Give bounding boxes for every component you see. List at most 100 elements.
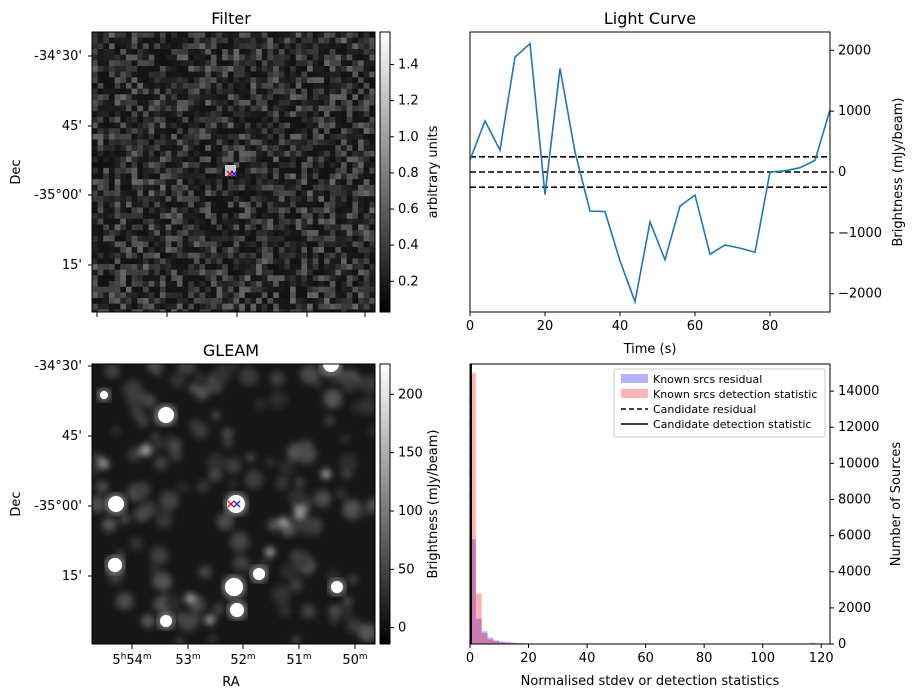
gleam-dec-tick-label: -34°30' bbox=[34, 359, 82, 374]
colorbar-tick-label: 0 bbox=[398, 621, 406, 636]
histogram-x-tick-label: 80 bbox=[696, 651, 713, 666]
gleam-bright-source bbox=[108, 496, 124, 512]
gleam-faint-source bbox=[265, 547, 275, 557]
histogram-y-tick-label: 6000 bbox=[838, 529, 871, 544]
lightcurve-y-tick-label: 1000 bbox=[838, 104, 871, 119]
legend-label: Known srcs residual bbox=[653, 373, 762, 386]
gleam-ra-ticks: 5h54m 53m 52m 51m 50m bbox=[112, 644, 368, 668]
blue-cross-marker bbox=[230, 170, 238, 178]
gleam-colorbar-label: Brightness (mJy/beam) bbox=[426, 430, 441, 579]
histogram-x-tick-label: 20 bbox=[520, 651, 537, 666]
gleam-dec-tick-label: -35°00' bbox=[34, 499, 82, 514]
gleam-bright-source bbox=[227, 495, 245, 513]
histogram-bar bbox=[510, 642, 517, 644]
gleam-colorbar: 0 50 100 150 200 Brightness (mJy/beam) bbox=[379, 363, 441, 645]
histogram-bar bbox=[475, 618, 482, 644]
gleam-faint-source bbox=[294, 506, 306, 518]
gleam-dec-ticks: -34°30' 45' -35°00' 15' bbox=[34, 359, 92, 584]
gleam-bright-source bbox=[230, 603, 244, 617]
legend-swatch-residual bbox=[621, 374, 648, 383]
filter-source-peak bbox=[225, 165, 236, 176]
gleam-faint-source bbox=[185, 593, 195, 603]
filter-frame bbox=[91, 31, 376, 313]
filter-dec-tick-label: -34°30' bbox=[34, 49, 82, 64]
histogram-bar bbox=[487, 637, 494, 644]
gleam-faint-source bbox=[205, 615, 215, 625]
gleam-colorbar-gradient bbox=[380, 364, 390, 644]
ra-tick-label: 51m bbox=[286, 652, 311, 668]
lightcurve-x-tick-label: 80 bbox=[762, 319, 779, 334]
histogram-x-tick-label: 0 bbox=[466, 651, 474, 666]
legend-label: Candidate residual bbox=[653, 403, 756, 416]
colorbar-tick-label: 100 bbox=[398, 504, 423, 519]
histogram-y-tick-label: 0 bbox=[838, 637, 846, 652]
gleam-bright-source bbox=[158, 407, 174, 423]
gleam-frame bbox=[91, 363, 376, 645]
gleam-markers bbox=[227, 500, 241, 508]
colorbar-tick-label: 1.2 bbox=[398, 94, 419, 109]
filter-dec-tick-label: 15' bbox=[62, 258, 82, 273]
histogram-x-tick-label: 40 bbox=[579, 651, 596, 666]
filter-dec-tick-label: -35°00' bbox=[34, 188, 82, 203]
gleam-xlabel: RA bbox=[222, 675, 240, 690]
ra-tick-label: 5h54m bbox=[112, 652, 151, 668]
gleam-panel: GLEAM -34°30' 45' -35°00' 15' bbox=[9, 341, 441, 690]
legend-swatch-detection bbox=[621, 389, 648, 398]
histogram-bar bbox=[510, 642, 517, 644]
gleam-faint-source bbox=[99, 459, 109, 469]
histogram-bar bbox=[809, 642, 816, 644]
gleam-bright-source bbox=[100, 391, 108, 399]
filter-panel: Filter -34°30' 45' -35°00' 1 bbox=[9, 9, 441, 317]
lightcurve-x-tick-label: 20 bbox=[537, 319, 554, 334]
histogram-panel: 0 20 40 60 80 100 120 0 2000 4000 6000 8000 10000 120… bbox=[466, 363, 904, 689]
histogram-y-tick-label: 14000 bbox=[838, 384, 879, 399]
histogram-bar bbox=[505, 642, 511, 644]
histogram-frame bbox=[469, 363, 831, 645]
histogram-bar bbox=[481, 631, 488, 644]
histogram-x-tick-label: 120 bbox=[809, 651, 834, 666]
legend-label: Known srcs detection statistic bbox=[653, 388, 817, 401]
colorbar-tick-label: 0.6 bbox=[398, 202, 419, 217]
lightcurve-x-tick-label: 60 bbox=[687, 319, 704, 334]
gleam-bright-source bbox=[323, 364, 339, 372]
histogram-bar bbox=[499, 642, 506, 644]
ra-tick-label: 50m bbox=[342, 652, 367, 668]
histogram-x-tick-label: 100 bbox=[750, 651, 775, 666]
colorbar-tick-label: 1.0 bbox=[398, 130, 419, 145]
colorbar-tick-label: 0.2 bbox=[398, 274, 419, 289]
filter-dec-ticks: -34°30' 45' -35°00' 15' bbox=[34, 49, 92, 273]
ra-tick-label: 53m bbox=[175, 652, 200, 668]
blue-cross-marker bbox=[233, 500, 241, 508]
colorbar-tick-label: 0.4 bbox=[398, 238, 419, 253]
filter-colorbar: 0.2 0.4 0.6 0.8 1.0 1.2 1.4 arbitrary units bbox=[379, 31, 441, 313]
lightcurve-ylabel: Brightness (mJy/beam) bbox=[891, 98, 906, 247]
histogram-ylabel: Number of Sources bbox=[889, 442, 904, 567]
filter-colorbar-gradient bbox=[380, 32, 390, 312]
filter-ra-ticks bbox=[96, 312, 366, 317]
lightcurve-panel: Light Curve 0 20 40 60 80 −2000 −1000 0 1000 2000… bbox=[466, 9, 906, 357]
red-cross-marker bbox=[227, 500, 235, 508]
lightcurve-y-tick-label: 2000 bbox=[838, 43, 871, 58]
gleam-faint-source bbox=[321, 469, 331, 479]
histogram-xlabel: Normalised stdev or detection statistics bbox=[521, 674, 780, 689]
histogram-bar bbox=[487, 639, 494, 644]
histogram-bar bbox=[481, 633, 488, 644]
colorbar-tick-label: 200 bbox=[398, 387, 423, 402]
ra-tick-label: 52m bbox=[230, 652, 255, 668]
gleam-faint-source bbox=[140, 444, 152, 456]
gleam-dec-tick-label: 15' bbox=[62, 569, 82, 584]
histogram-legend: Known srcs residual Known srcs detection… bbox=[613, 368, 826, 438]
histogram-bar bbox=[470, 539, 476, 644]
legend-label: Candidate detection statistic bbox=[653, 418, 811, 431]
colorbar-tick-label: 0.8 bbox=[398, 166, 419, 181]
filter-ylabel: Dec bbox=[9, 159, 24, 184]
histogram-bar bbox=[499, 641, 506, 644]
gleam-dec-tick-label: 45' bbox=[62, 429, 82, 444]
histogram-y-tick-label: 2000 bbox=[838, 601, 871, 616]
filter-colorbar-label: arbitrary units bbox=[426, 125, 441, 218]
histogram-bar bbox=[493, 641, 500, 644]
lightcurve-y-tick-label: 0 bbox=[838, 165, 846, 180]
histogram-y-tick-label: 4000 bbox=[838, 565, 871, 580]
histogram-y-tick-label: 8000 bbox=[838, 492, 871, 507]
